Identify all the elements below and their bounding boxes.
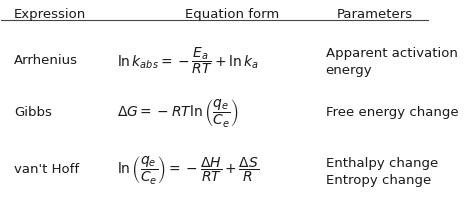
Text: $\ln\left(\dfrac{q_e}{C_e}\right) = -\dfrac{\Delta H}{RT} + \dfrac{\Delta S}{R}$: $\ln\left(\dfrac{q_e}{C_e}\right) = -\df… [117,154,259,186]
Text: Parameters: Parameters [337,8,413,21]
Text: $\Delta G = -RT\ln\left(\dfrac{q_e}{C_e}\right)$: $\Delta G = -RT\ln\left(\dfrac{q_e}{C_e}… [117,97,238,129]
Text: Apparent activation: Apparent activation [326,47,457,60]
Text: Gibbs: Gibbs [14,106,52,119]
Text: Arrhenius: Arrhenius [14,54,78,67]
Text: Entropy change: Entropy change [326,174,431,187]
Text: $\ln k_{abs} = -\dfrac{E_a}{RT} + \ln k_a$: $\ln k_{abs} = -\dfrac{E_a}{RT} + \ln k_… [117,45,258,76]
Text: Enthalpy change: Enthalpy change [326,157,438,170]
Text: van't Hoff: van't Hoff [14,163,79,176]
Text: energy: energy [326,64,373,77]
Text: Expression: Expression [14,8,86,21]
Text: Equation form: Equation form [185,8,279,21]
Text: Free energy change: Free energy change [326,106,458,119]
